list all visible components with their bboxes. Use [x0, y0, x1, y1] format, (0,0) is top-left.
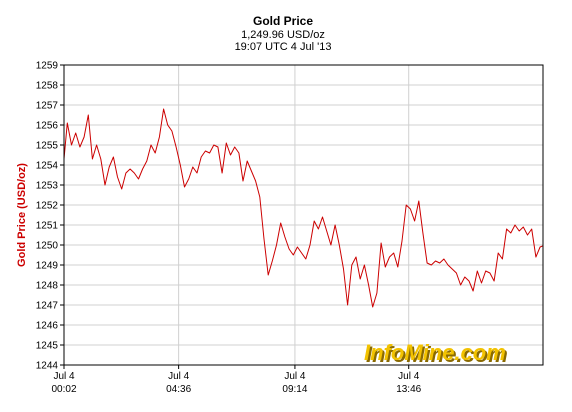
- y-tick-label: 1251: [36, 221, 59, 232]
- plot-frame: [63, 64, 544, 366]
- x-tick-label-time: 13:46: [396, 384, 421, 395]
- y-tick-label: 1253: [36, 181, 59, 192]
- series-line: [63, 108, 544, 308]
- chart-subtitle-price: 1,249.96 USD/oz: [241, 29, 325, 41]
- x-tick-label-date: Jul 4: [398, 371, 420, 382]
- y-tick-label: 1256: [36, 121, 59, 132]
- chart-subtitle-time: 19:07 UTC 4 Jul '13: [235, 41, 332, 53]
- y-axis-ticks: 1244 1245 1246 1247 1248 1249 1250 1251 1252 1253…: [36, 61, 64, 372]
- y-tick-label: 1247: [36, 301, 59, 312]
- x-tick-label-date: Jul 4: [168, 371, 190, 382]
- svg-text:InfoMine.com: InfoMine.com: [364, 340, 506, 365]
- x-tick-label-time: 00:02: [51, 384, 76, 395]
- chart-grid: [63, 64, 543, 366]
- x-tick-label-time: 09:14: [282, 384, 307, 395]
- y-tick-label: 1248: [36, 281, 59, 292]
- y-tick-label: 1244: [36, 361, 59, 372]
- y-tick-label: 1255: [36, 141, 59, 152]
- y-tick-label: 1259: [36, 61, 59, 72]
- x-tick-label-date: Jul 4: [284, 371, 306, 382]
- y-tick-label: 1258: [36, 81, 59, 92]
- x-axis-ticks: Jul 4 00:02 Jul 4 04:36 Jul 4 09:14 Jul 4 13:46: [51, 365, 422, 395]
- x-tick-label-date: Jul 4: [53, 371, 75, 382]
- x-tick-label-time: 04:36: [166, 384, 191, 395]
- chart-title: Gold Price: [253, 14, 313, 28]
- y-axis-label: Gold Price (USD/oz): [16, 163, 28, 267]
- y-tick-label: 1252: [36, 201, 59, 212]
- y-tick-label: 1257: [36, 101, 59, 112]
- y-tick-label: 1246: [36, 321, 59, 332]
- infomine-watermark: InfoMine.com InfoMine.com: [364, 340, 508, 367]
- y-tick-label: 1249: [36, 261, 59, 272]
- svg-text:InfoMine.com: InfoMine.com: [366, 342, 508, 367]
- y-tick-label: 1245: [36, 341, 59, 352]
- y-tick-label: 1254: [36, 161, 59, 172]
- price-series: [63, 108, 544, 308]
- y-tick-label: 1250: [36, 241, 59, 252]
